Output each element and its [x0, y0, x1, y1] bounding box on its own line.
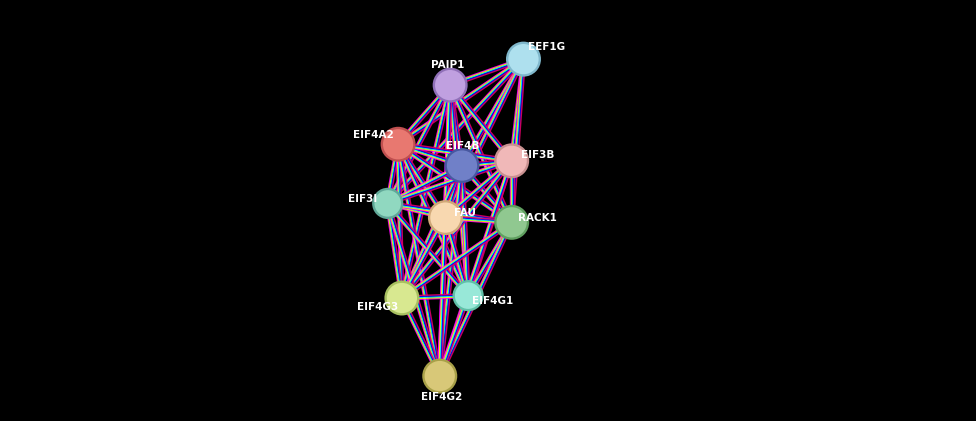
Circle shape [372, 188, 403, 219]
Text: EIF3B: EIF3B [521, 150, 554, 160]
Text: EIF4G3: EIF4G3 [356, 302, 398, 312]
Text: RACK1: RACK1 [518, 213, 557, 223]
Circle shape [455, 282, 481, 309]
Text: FAU: FAU [454, 208, 476, 218]
Text: EEF1G: EEF1G [528, 42, 565, 52]
Text: EIF4B: EIF4B [446, 141, 479, 151]
Text: EIF3I: EIF3I [348, 194, 378, 204]
Circle shape [494, 143, 529, 179]
Circle shape [432, 68, 468, 103]
Circle shape [435, 70, 466, 100]
Text: EIF4G2: EIF4G2 [422, 392, 463, 402]
Circle shape [430, 203, 461, 233]
Text: PAIP1: PAIP1 [431, 60, 465, 70]
Text: EIF4A2: EIF4A2 [353, 130, 394, 140]
Circle shape [453, 280, 484, 311]
Circle shape [447, 150, 477, 181]
Circle shape [508, 44, 539, 74]
Circle shape [425, 361, 455, 391]
Text: EIF4G1: EIF4G1 [472, 296, 513, 306]
Circle shape [386, 283, 417, 313]
Circle shape [494, 205, 529, 240]
Circle shape [427, 200, 463, 235]
Circle shape [383, 129, 413, 160]
Circle shape [506, 42, 541, 77]
Circle shape [497, 146, 527, 176]
Circle shape [444, 148, 479, 183]
Circle shape [375, 190, 401, 217]
Circle shape [385, 280, 420, 315]
Circle shape [423, 359, 457, 394]
Circle shape [381, 127, 416, 162]
Circle shape [497, 207, 527, 237]
